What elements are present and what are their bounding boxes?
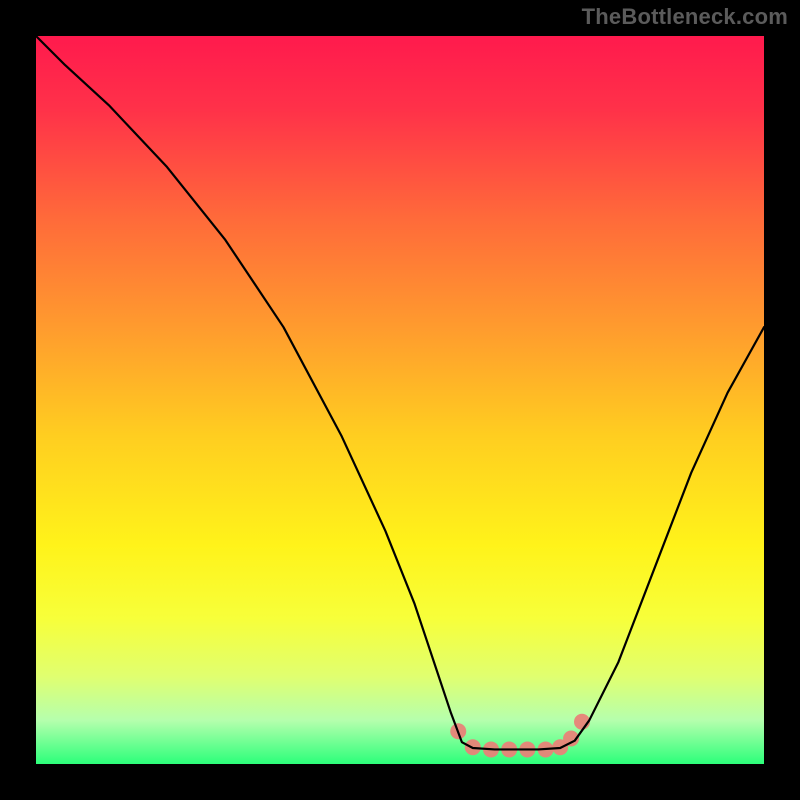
watermark-text: TheBottleneck.com: [582, 4, 788, 30]
bottleneck-chart: [0, 0, 800, 800]
chart-container: TheBottleneck.com: [0, 0, 800, 800]
